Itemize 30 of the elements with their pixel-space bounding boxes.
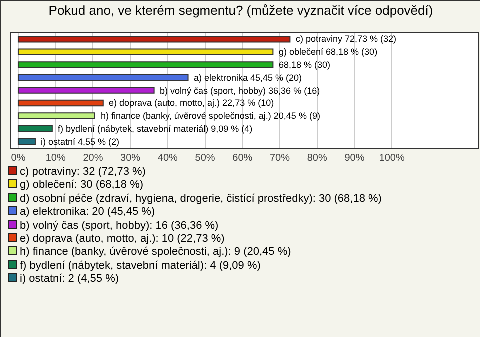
x-tick-label: 0% [11,153,26,164]
x-tick-label: 20% [83,153,104,164]
legend-label: a) elektronika: 20 (45,45 %) [20,206,156,218]
data-label: c) potraviny 72,73 % (32) [296,34,397,44]
legend-label: c) potraviny: 32 (72,73 %) [20,166,146,178]
x-tick-label: 50% [195,153,216,164]
legend-label: g) oblečení: 30 (68,18 %) [20,179,144,192]
legend-label: f) bydlení (nábytek, stavební materiál): 4 (9,09 %) [20,260,261,272]
data-label: g) oblečení 68,18 % (30) [279,47,378,57]
chart-title: Pokud ano, ve kterém segmentu? (můžete vyznačit více odpovědí) [48,3,434,18]
x-tick-label: 70% [270,153,290,164]
x-tick-label: 90% [344,153,365,164]
x-tick-label: 30% [120,153,141,164]
legend-label: e) doprava (auto, motto, aj.): 10 (22,73 %) [20,233,225,246]
legend-label: b) volný čas (sport, hobby): 16 (36,36 %) [20,220,219,232]
data-label: e) doprava (auto, motto, aj.) 22,73 % (10) [109,98,274,108]
x-tick-label: 40% [158,153,178,164]
x-tick-label: 10% [46,153,66,164]
legend-label: d) osobní péče (zdraví, hygiena, drogerie, čistící prostředky): 30 (68,18 %) [20,192,382,205]
data-label: h) finance (banky, úvěrové společnosti, aj.) 20,45 % (9) [101,111,320,121]
data-label: f) bydlení (nábytek, stavební materiál) 9,09 % (4) [58,124,253,134]
legend-label: h) finance (banky, úvěrové společnosti, aj.): 9 (20,45 %) [20,246,292,258]
data-label: a) elektronika 45,45 % (20) [194,73,302,83]
x-tick-label: 100% [379,153,405,164]
data-label: 68,18 % (30) [279,60,331,70]
x-tick-label: 60% [232,153,253,164]
legend-label: i) ostatní: 2 (4,55 %) [20,273,120,286]
data-label: i) ostatní 4,55 % (2) [41,137,120,147]
data-label: b) volný čas (sport, hobby) 36,36 % (16) [160,86,320,96]
x-tick-label: 80% [307,153,328,164]
